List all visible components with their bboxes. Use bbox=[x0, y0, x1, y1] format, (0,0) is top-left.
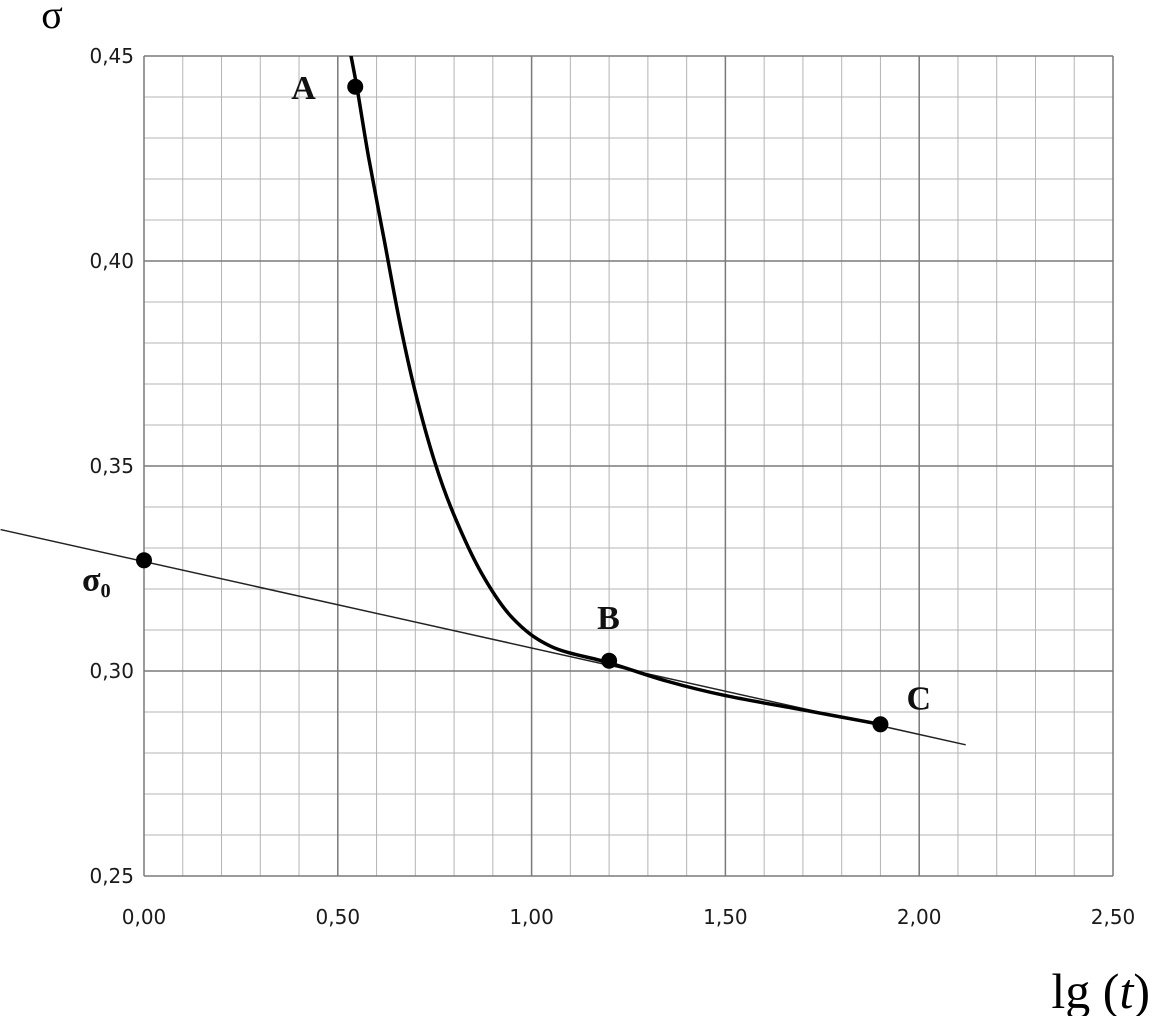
point-label: C bbox=[906, 680, 931, 717]
point-label: B bbox=[597, 600, 620, 637]
x-tick-label: 2,50 bbox=[1091, 905, 1136, 929]
curve-layer bbox=[349, 56, 881, 727]
x-tick-label: 0,00 bbox=[122, 905, 167, 929]
x-tick-label: 0,50 bbox=[316, 905, 361, 929]
x-axis-title-main: lg ( bbox=[1051, 963, 1119, 1016]
point-label: σ₀ bbox=[82, 561, 111, 598]
y-tick-label: 0,25 bbox=[89, 864, 134, 888]
point-label: A bbox=[291, 70, 316, 107]
marked-points: Aσ₀ B C bbox=[82, 70, 931, 733]
point-marker bbox=[136, 552, 152, 569]
x-tick-label: 2,00 bbox=[897, 905, 942, 929]
x-tick-label: 1,50 bbox=[703, 905, 748, 929]
point-marker bbox=[872, 716, 889, 733]
x-axis-title: lg (t) bbox=[1051, 963, 1150, 1016]
point-marker bbox=[347, 78, 364, 95]
y-tick-label: 0,45 bbox=[89, 44, 134, 68]
y-tick-label: 0,30 bbox=[89, 659, 134, 683]
y-tick-label: 0,40 bbox=[89, 249, 134, 273]
x-axis-title-var: t bbox=[1119, 963, 1134, 1016]
creep-curve bbox=[349, 56, 881, 727]
tick-labels: 0,00 0,50 1,00 1,50 2,00 2,50 0,25 0,30 0,35 0,40… bbox=[89, 44, 1135, 929]
y-tick-label: 0,35 bbox=[89, 454, 134, 478]
major-grid bbox=[143, 55, 1114, 877]
x-tick-label: 1,00 bbox=[509, 905, 554, 929]
y-axis-title: σ bbox=[41, 0, 63, 37]
x-axis-title-close: ) bbox=[1133, 963, 1150, 1016]
point-marker bbox=[601, 652, 618, 669]
